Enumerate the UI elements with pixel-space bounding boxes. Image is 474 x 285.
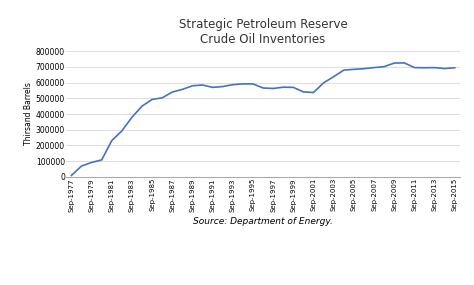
- Title: Strategic Petroleum Reserve
Crude Oil Inventories: Strategic Petroleum Reserve Crude Oil In…: [179, 18, 347, 46]
- X-axis label: Source: Department of Energy.: Source: Department of Energy.: [193, 217, 333, 226]
- Y-axis label: Thirsand Barrels: Thirsand Barrels: [24, 83, 33, 145]
